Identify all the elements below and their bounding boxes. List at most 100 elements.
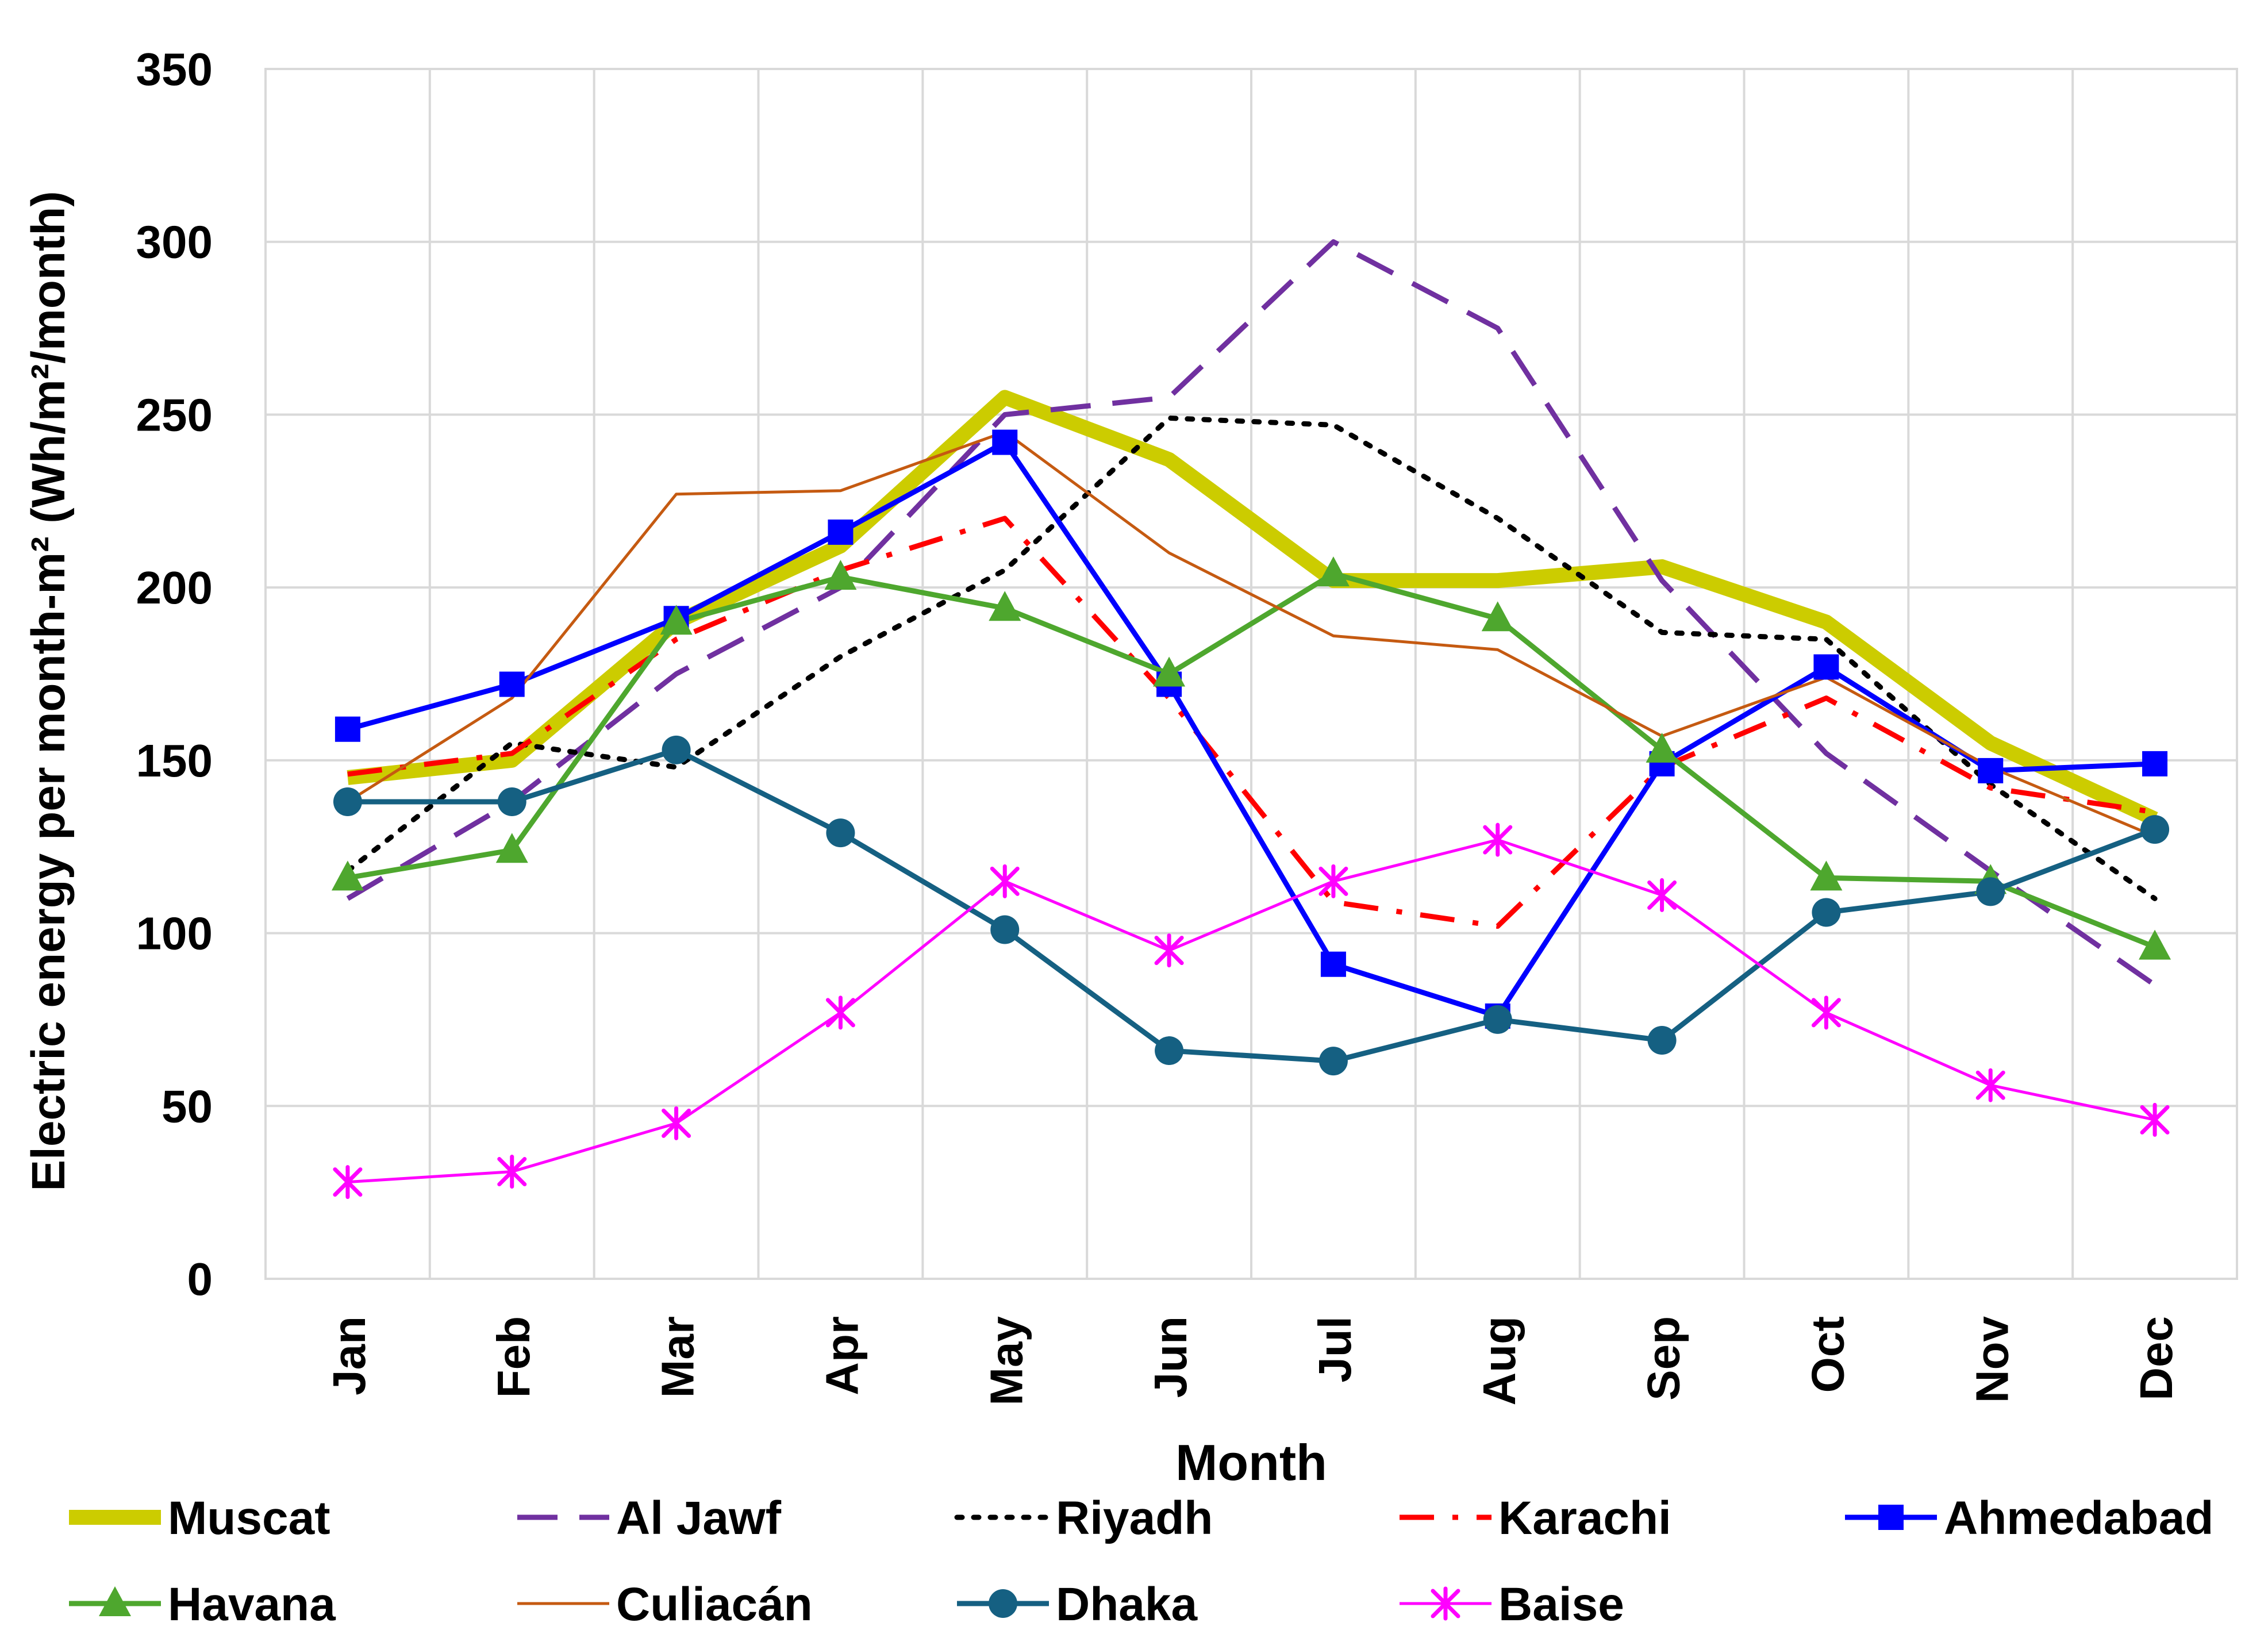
data-point-ahmedabad-feb xyxy=(499,671,525,697)
series-line-havana xyxy=(347,571,2156,949)
y-axis-title: Electric energy per month-m² (Wh/m²/mont… xyxy=(22,191,75,1191)
y-tick-label-200: 200 xyxy=(136,562,213,613)
legend-marker-baise xyxy=(1431,1586,1460,1621)
legend-marker-havana xyxy=(99,1586,131,1616)
data-point-havana-mar xyxy=(660,605,693,635)
x-tick-label-mar: Mar xyxy=(652,1316,704,1398)
legend-label-muscat: Muscat xyxy=(168,1492,330,1544)
legend-label-havana: Havana xyxy=(168,1578,336,1631)
data-point-baise-jun xyxy=(1154,933,1184,968)
legend-label-ahmedabad: Ahmedabad xyxy=(1944,1492,2213,1544)
data-point-baise-jan xyxy=(333,1165,363,1199)
y-tick-label-250: 250 xyxy=(136,389,213,440)
data-point-baise-oct xyxy=(1811,995,1841,1030)
series-line-ahmedabad xyxy=(347,440,2155,1019)
series-line-culiacan xyxy=(347,430,2156,838)
data-point-havana-jun xyxy=(1153,656,1186,687)
data-point-dhaka-nov xyxy=(1976,877,2005,906)
data-point-dhaka-oct xyxy=(1812,898,1841,927)
data-point-dhaka-mar xyxy=(662,735,691,764)
data-point-havana-jan xyxy=(331,860,364,891)
legend-item-havana: Havana xyxy=(69,1578,336,1631)
data-point-dhaka-jul xyxy=(1318,1047,1348,1076)
data-point-ahmedabad-oct xyxy=(1813,654,1839,680)
x-tick-label-jul: Jul xyxy=(1309,1316,1360,1383)
data-point-baise-apr xyxy=(825,995,855,1030)
data-point-havana-apr xyxy=(824,560,857,590)
legend-item-culiacan: Culiacán xyxy=(517,1578,813,1631)
data-point-havana-feb xyxy=(495,833,528,863)
series-line-dhaka xyxy=(347,747,2156,1064)
x-tick-label-dec: Dec xyxy=(2131,1316,2182,1401)
data-point-baise-sep xyxy=(1647,878,1677,912)
y-tick-label-350: 350 xyxy=(136,44,213,95)
x-axis-tick-labels: Jan Feb Mar Apr May Jun Jul Aug Sep Oct Nov Dec xyxy=(324,1316,2182,1405)
legend-label-karachi: Karachi xyxy=(1498,1492,1671,1544)
x-tick-label-nov: Nov xyxy=(1966,1316,2017,1404)
legend-marker-ahmedabad xyxy=(1878,1505,1904,1530)
data-point-dhaka-sep xyxy=(1647,1026,1677,1055)
data-point-baise-nov xyxy=(1975,1068,2005,1102)
data-point-havana-dec xyxy=(2139,929,2171,960)
x-axis-title: Month xyxy=(1175,1434,1327,1491)
data-point-ahmedabad-may xyxy=(992,429,1018,455)
x-tick-label-feb: Feb xyxy=(488,1316,539,1398)
y-tick-label-100: 100 xyxy=(136,908,213,959)
data-point-ahmedabad-nov xyxy=(1978,758,2004,783)
legend-label-baise: Baise xyxy=(1498,1578,1624,1631)
series-line-baise xyxy=(347,838,2155,1184)
x-tick-label-jun: Jun xyxy=(1145,1316,1196,1398)
data-point-ahmedabad-jan xyxy=(335,716,360,742)
y-tick-label-0: 0 xyxy=(187,1254,213,1305)
data-point-havana-oct xyxy=(1810,860,1843,891)
x-tick-label-oct: Oct xyxy=(1802,1316,1853,1393)
legend-item-ahmedabad: Ahmedabad xyxy=(1845,1492,2213,1544)
plot-area-frame xyxy=(264,68,2238,1280)
series-markers xyxy=(331,429,2171,1199)
legend-item-muscat: Muscat xyxy=(69,1492,330,1544)
legend-label-riyadh: Riyadh xyxy=(1056,1492,1213,1544)
data-point-dhaka-dec xyxy=(2140,815,2170,844)
data-point-dhaka-apr xyxy=(826,818,855,848)
x-tick-label-aug: Aug xyxy=(1474,1316,1525,1406)
x-tick-label-jan: Jan xyxy=(324,1316,375,1395)
data-point-ahmedabad-apr xyxy=(828,519,854,545)
data-point-havana-aug xyxy=(1481,601,1514,632)
legend-item-karachi: Karachi xyxy=(1400,1492,1671,1544)
x-tick-label-sep: Sep xyxy=(1638,1316,1689,1401)
y-axis-tick-labels: 0 50 100 150 200 250 300 350 xyxy=(136,44,213,1305)
legend: Muscat Al Jawf Riyadh Karachi Ahmedabad Havan… xyxy=(69,1492,2213,1631)
legend-item-al-jawf: Al Jawf xyxy=(517,1492,782,1544)
y-tick-label-150: 150 xyxy=(136,735,213,786)
legend-label-al-jawf: Al Jawf xyxy=(616,1492,782,1544)
legend-label-culiacan: Culiacán xyxy=(616,1578,813,1631)
y-tick-label-300: 300 xyxy=(136,217,213,268)
data-point-havana-jul xyxy=(1317,556,1350,587)
series-line-riyadh xyxy=(345,415,2158,901)
series-lines xyxy=(345,239,2158,1184)
data-point-dhaka-aug xyxy=(1483,1005,1512,1034)
x-tick-label-apr: Apr xyxy=(816,1316,867,1395)
data-point-dhaka-jan xyxy=(333,787,362,817)
data-point-dhaka-feb xyxy=(497,787,526,817)
legend-item-dhaka: Dhaka xyxy=(957,1578,1198,1631)
x-tick-label-may: May xyxy=(981,1316,1032,1405)
series-line-muscat xyxy=(347,390,2158,826)
legend-marker-dhaka xyxy=(989,1589,1017,1618)
data-point-baise-may xyxy=(990,864,1020,898)
data-point-baise-dec xyxy=(2140,1102,2170,1137)
legend-item-riyadh: Riyadh xyxy=(954,1492,1213,1544)
data-point-baise-mar xyxy=(662,1106,691,1140)
data-point-baise-jul xyxy=(1318,864,1348,898)
data-point-dhaka-jun xyxy=(1155,1036,1184,1066)
legend-label-dhaka: Dhaka xyxy=(1056,1578,1198,1631)
data-point-ahmedabad-jul xyxy=(1320,951,1346,977)
data-point-dhaka-may xyxy=(990,915,1020,944)
data-point-baise-feb xyxy=(497,1155,527,1189)
data-point-havana-sep xyxy=(1646,732,1678,763)
data-point-havana-may xyxy=(989,591,1021,621)
data-point-baise-aug xyxy=(1483,822,1513,857)
data-point-ahmedabad-dec xyxy=(2142,751,2168,776)
